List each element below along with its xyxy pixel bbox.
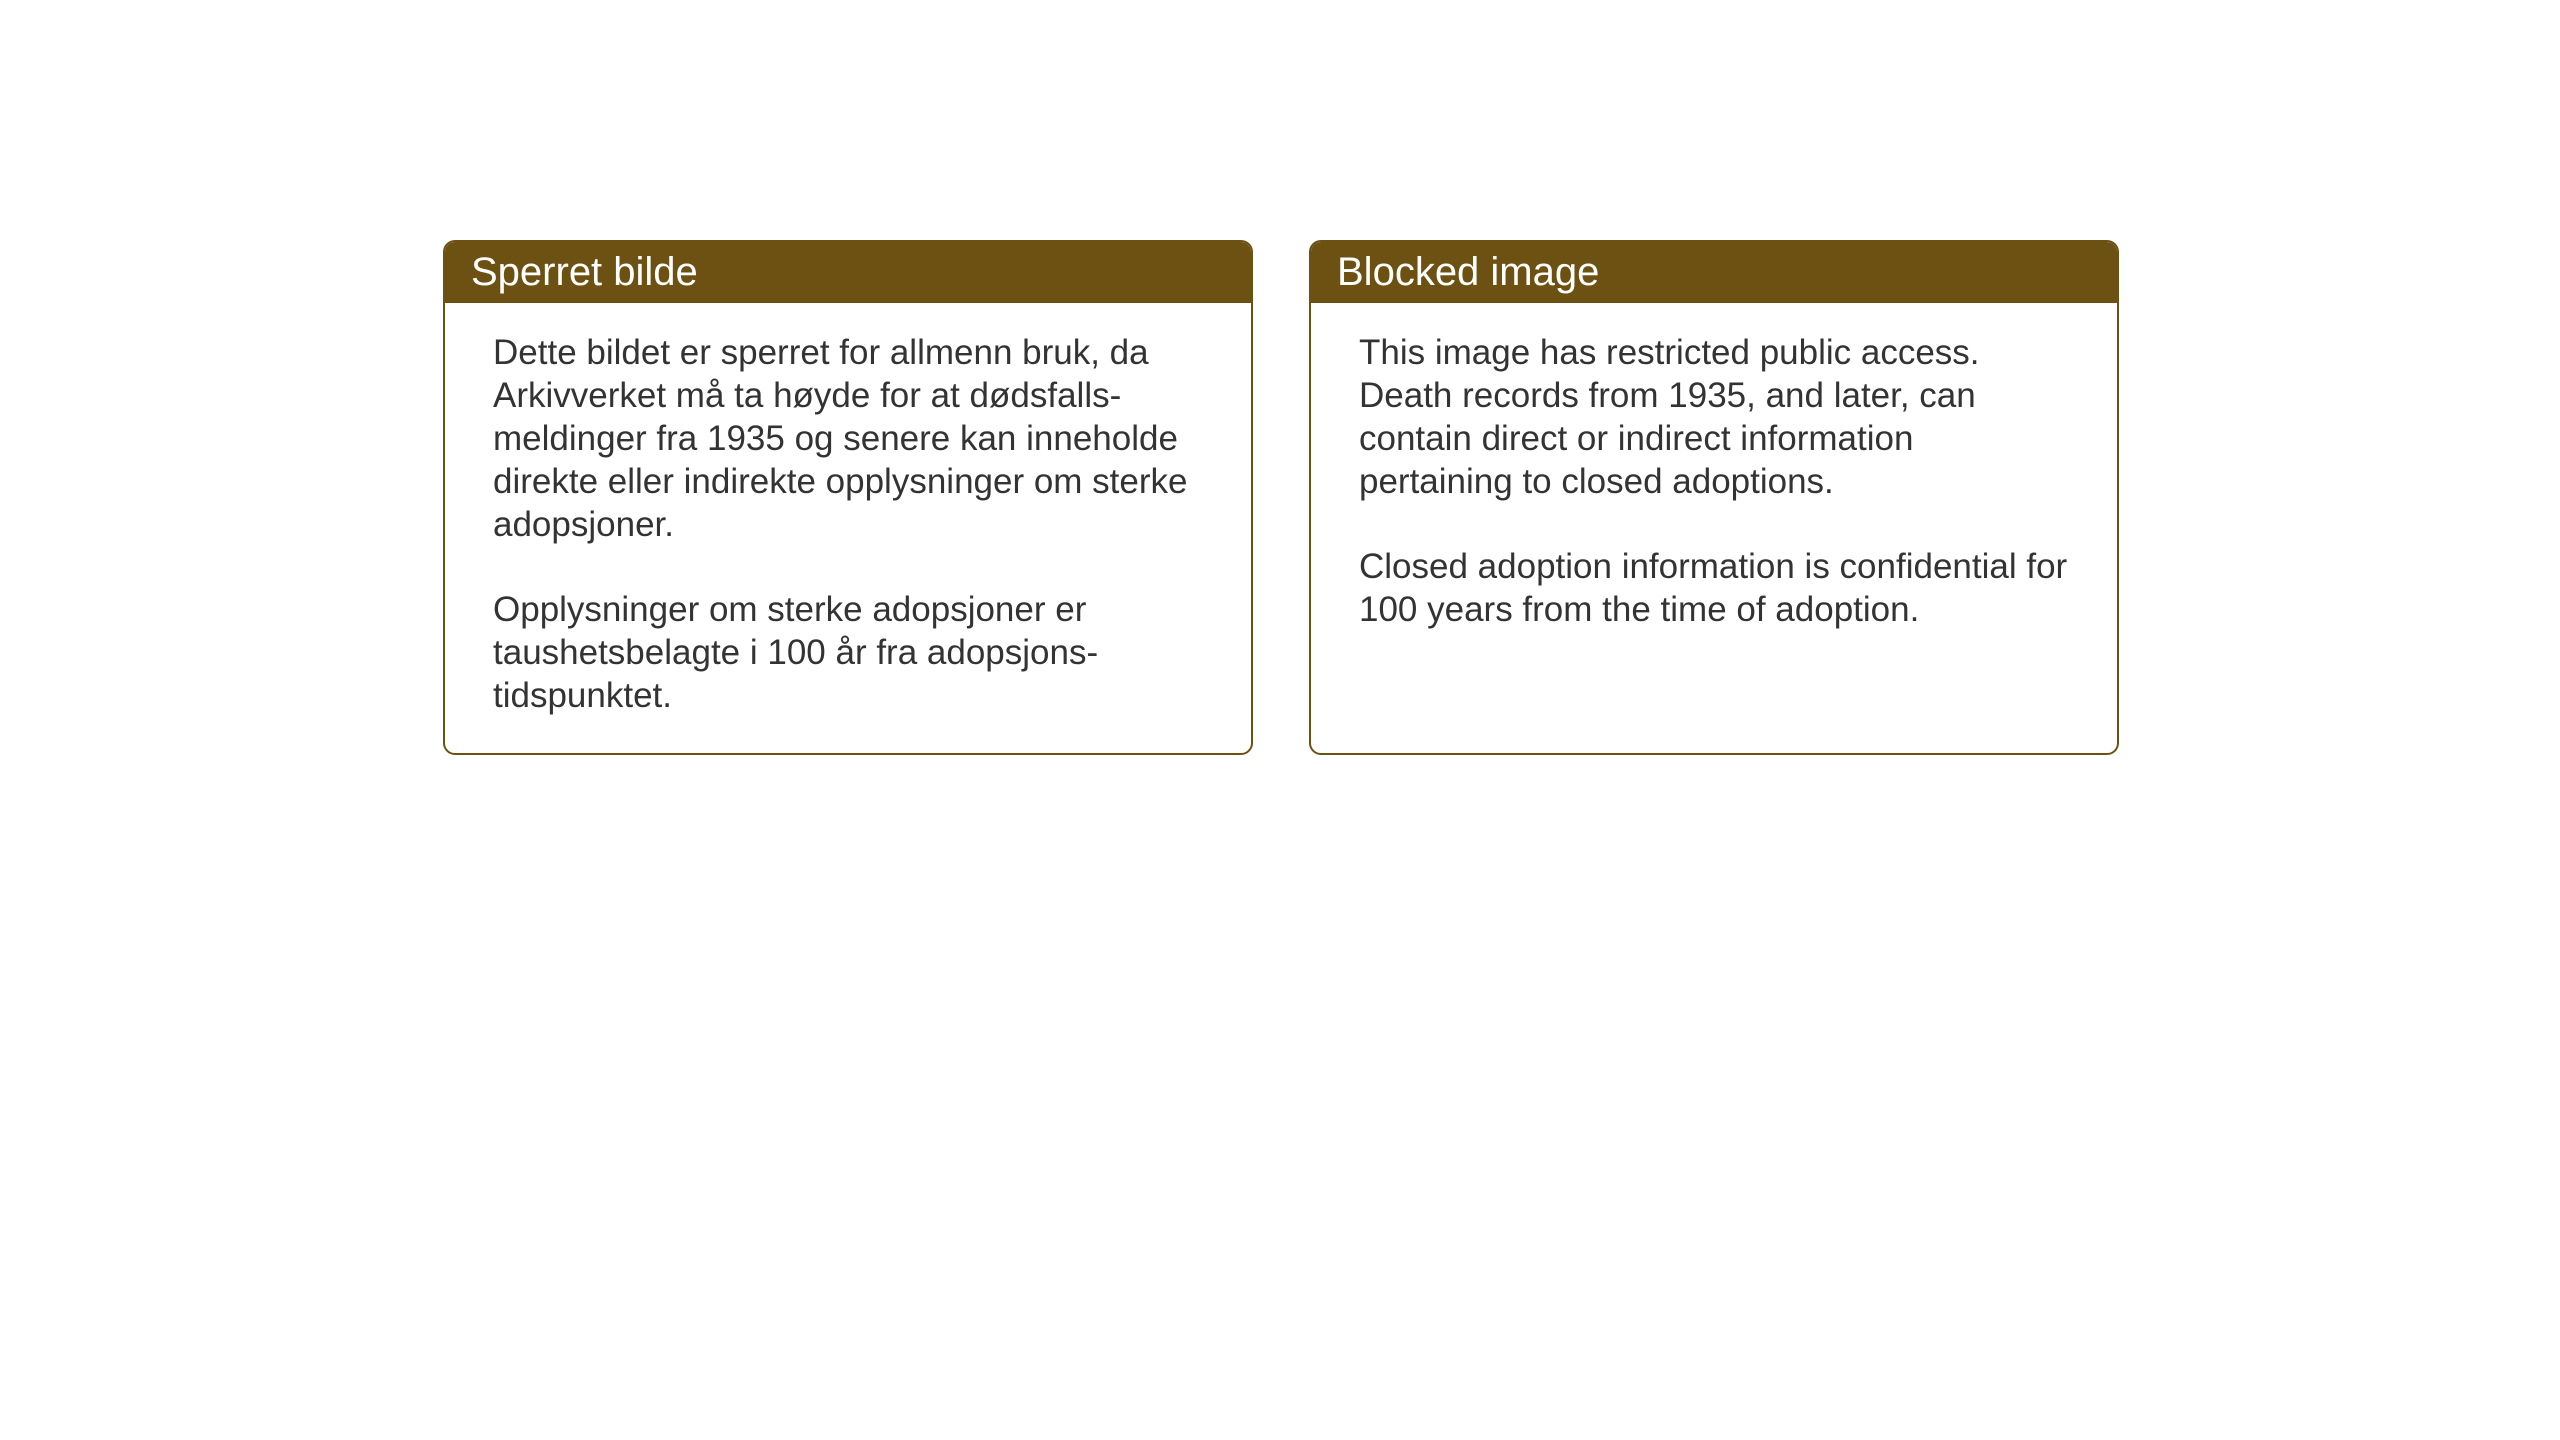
norwegian-paragraph-2: Opplysninger om sterke adopsjoner er tau… — [493, 588, 1203, 717]
english-card-body: This image has restricted public access.… — [1311, 303, 2117, 667]
english-paragraph-1: This image has restricted public access.… — [1359, 331, 2069, 503]
norwegian-card-body: Dette bildet er sperret for allmenn bruk… — [445, 303, 1251, 753]
norwegian-notice-card: Sperret bilde Dette bildet er sperret fo… — [443, 240, 1253, 755]
norwegian-card-header: Sperret bilde — [445, 242, 1251, 303]
english-card-header: Blocked image — [1311, 242, 2117, 303]
english-notice-card: Blocked image This image has restricted … — [1309, 240, 2119, 755]
notice-container: Sperret bilde Dette bildet er sperret fo… — [443, 240, 2119, 755]
norwegian-paragraph-1: Dette bildet er sperret for allmenn bruk… — [493, 331, 1203, 546]
english-paragraph-2: Closed adoption information is confident… — [1359, 545, 2069, 631]
